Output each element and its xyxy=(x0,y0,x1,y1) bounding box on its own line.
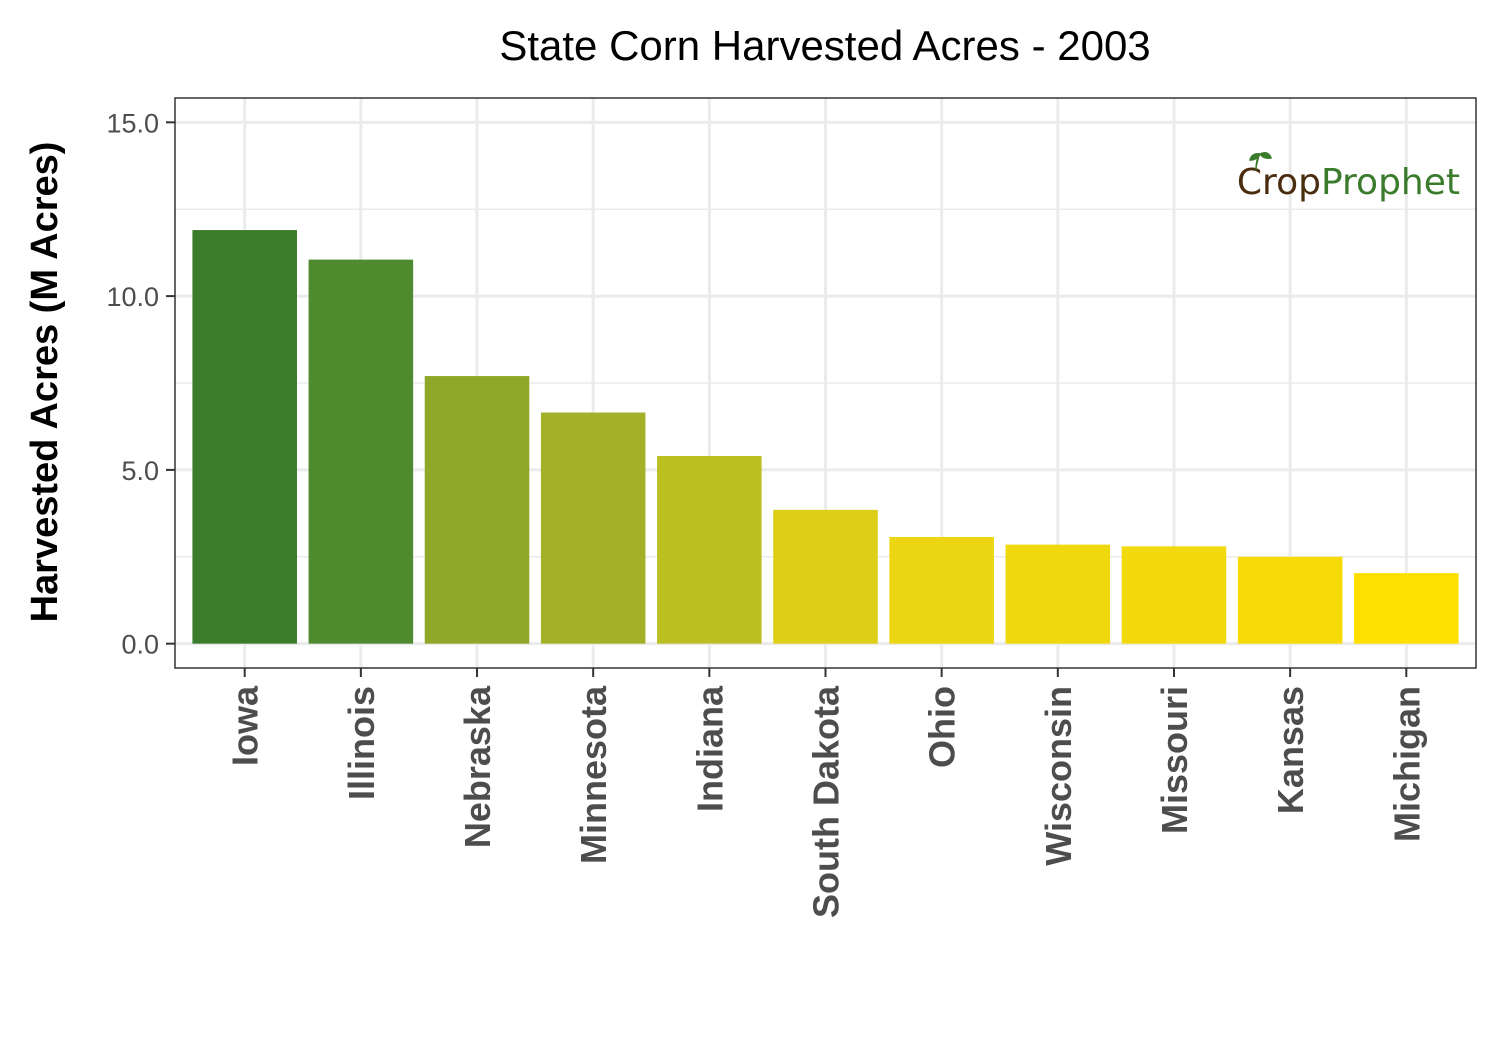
x-tick-label: South Dakota xyxy=(806,685,847,918)
bar xyxy=(1121,546,1227,644)
bar xyxy=(889,536,994,644)
x-tick-label: Minnesota xyxy=(573,685,614,864)
y-axis-label: Harvested Acres (M Acres) xyxy=(24,142,66,623)
sprout-icon xyxy=(1249,152,1272,171)
x-tick-label: Nebraska xyxy=(457,685,498,848)
x-axis: Iowa Illinois Nebraska Minnesota Indiana Sout… xyxy=(225,668,1427,918)
y-tick-label: 0.0 xyxy=(121,630,159,660)
x-tick-label: Ohio xyxy=(922,686,963,768)
x-tick-label: Illinois xyxy=(341,686,382,800)
y-tick-label: 10.0 xyxy=(106,282,159,312)
chart-title: State Corn Harvested Acres - 2003 xyxy=(499,22,1150,69)
logo-prophet-text: Prophet xyxy=(1321,162,1460,203)
logo-crop-text: Crop xyxy=(1237,162,1321,203)
bar-series xyxy=(192,230,1459,644)
x-tick-label: Michigan xyxy=(1386,686,1427,842)
bar xyxy=(1237,556,1343,644)
y-tick-label: 5.0 xyxy=(121,456,159,486)
y-axis: 0.0 5.0 10.0 15.0 xyxy=(106,108,175,660)
bar xyxy=(1354,573,1459,644)
x-tick-label: Indiana xyxy=(689,685,730,812)
bar xyxy=(657,455,762,644)
x-tick-label: Missouri xyxy=(1154,686,1195,834)
bar xyxy=(773,509,878,644)
x-tick-label: Wisconsin xyxy=(1038,686,1079,866)
y-tick-label: 15.0 xyxy=(106,108,159,138)
logo-wordmark: CropProphet xyxy=(1237,162,1460,203)
bar xyxy=(540,412,646,644)
bar xyxy=(424,376,530,644)
bar xyxy=(308,259,414,644)
x-tick-label: Kansas xyxy=(1270,686,1311,814)
cropprophet-logo: CropProphet xyxy=(1237,152,1460,203)
bar xyxy=(1005,544,1111,644)
bar xyxy=(192,230,297,644)
x-tick-label: Iowa xyxy=(225,685,266,766)
